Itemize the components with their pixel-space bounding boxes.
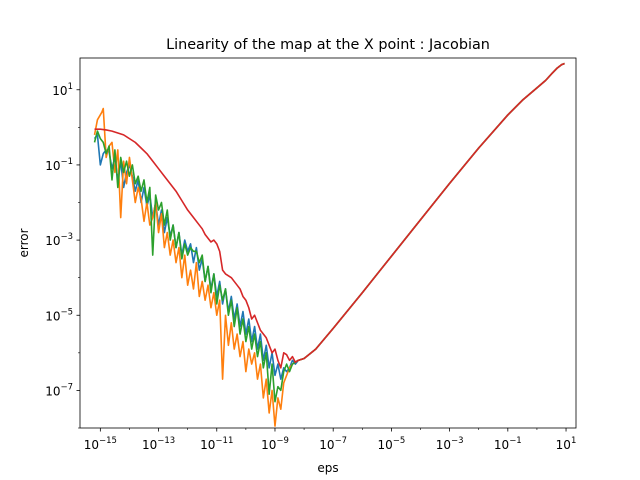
x-tick-label: 10−3 (436, 436, 464, 452)
y-tick-label: 10−3 (45, 232, 73, 248)
x-tick-label: 101 (556, 436, 577, 452)
plot-frame (79, 57, 577, 429)
x-axis: 10−15 10−13 10−11 10−9 10−7 10−5 10−3 10−1 101 (84, 428, 577, 452)
series-group (93, 62, 565, 427)
x-tick-label: 10−11 (200, 436, 233, 452)
chart-title: Linearity of the map at the X point : Ja… (166, 37, 490, 53)
x-axis-title: eps (317, 461, 338, 475)
series-line-4 (94, 62, 565, 369)
x-tick-label: 10−13 (142, 436, 175, 452)
plot-area (79, 57, 577, 429)
x-tick-label: 10−9 (261, 436, 289, 452)
y-axis-title: error (17, 228, 31, 257)
y-tick-label: 10−1 (45, 157, 73, 173)
y-tick-label: 101 (52, 82, 73, 98)
x-tick-label: 10−1 (494, 436, 522, 452)
y-axis: 10−7 10−5 10−3 10−1 101 (45, 82, 80, 429)
y-tick-label: 10−7 (45, 382, 73, 398)
x-tick-label: 10−7 (319, 436, 347, 452)
x-tick-label: 10−5 (377, 436, 405, 452)
x-tick-label: 10−15 (84, 436, 117, 452)
y-tick-label: 10−5 (45, 307, 73, 323)
